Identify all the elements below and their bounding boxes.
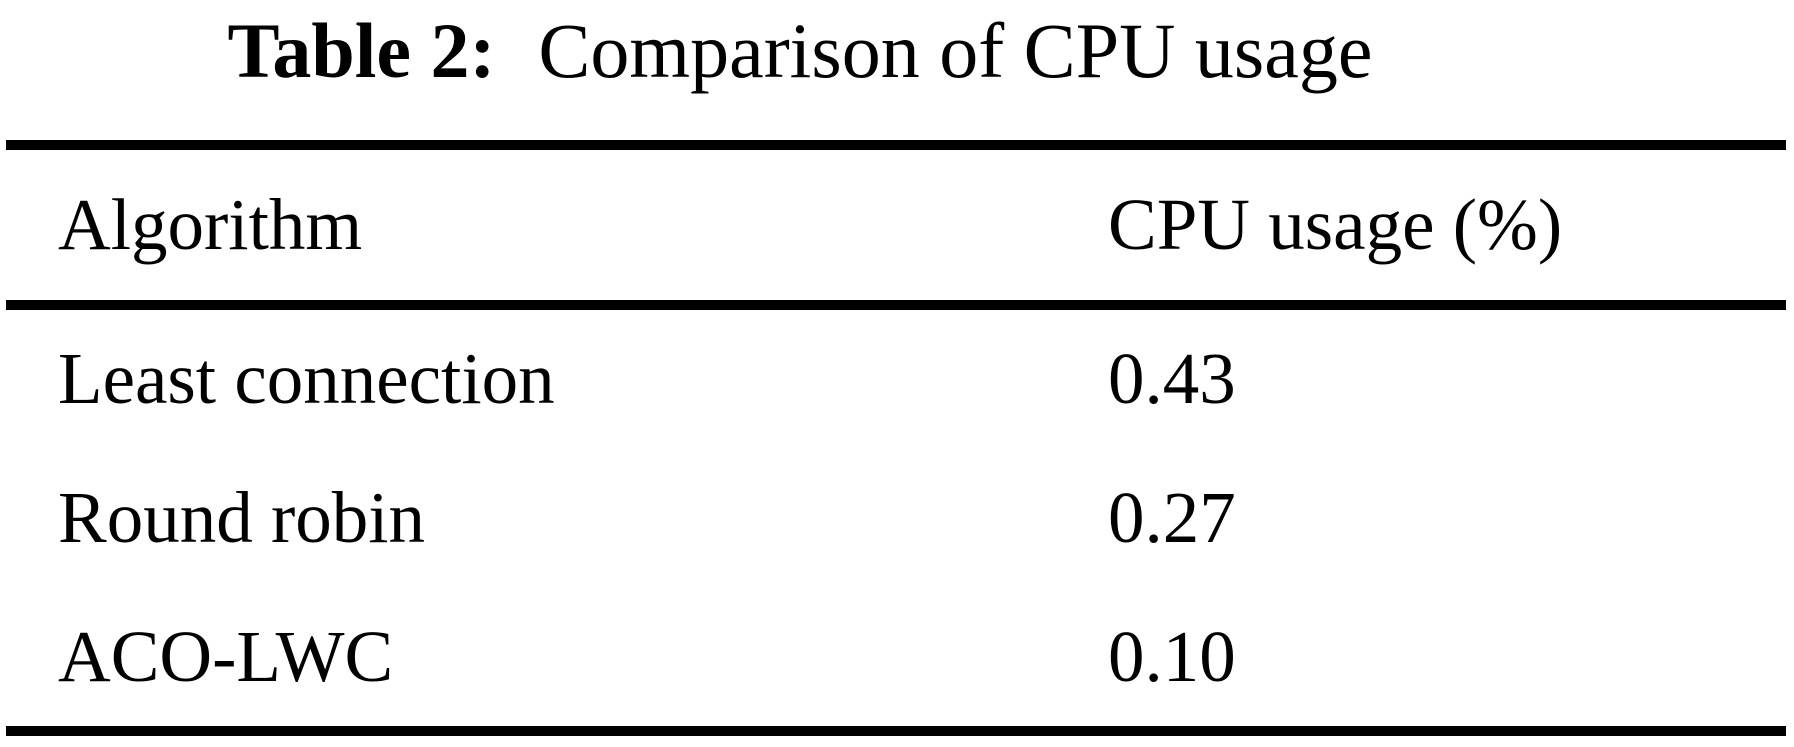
- cpu-usage-cell: 0.27: [1108, 477, 1236, 558]
- table-body: Least connection 0.43 Round robin 0.27 A…: [0, 310, 1794, 726]
- algorithm-cell: Round robin: [58, 477, 426, 558]
- caption-text: Comparison of CPU usage: [538, 7, 1373, 94]
- column-header-algorithm: Algorithm: [58, 184, 363, 265]
- bottom-rule: [6, 726, 1786, 736]
- cpu-usage-cell: 0.43: [1108, 338, 1236, 420]
- caption-label: Table 2:: [227, 7, 496, 94]
- top-rule: [6, 140, 1786, 150]
- algorithm-cell: Least connection: [58, 338, 555, 420]
- column-header-cpu-usage: CPU usage (%): [1108, 184, 1563, 265]
- table-header-row: Algorithm CPU usage (%): [0, 150, 1794, 300]
- table-row: Round robin 0.27: [0, 449, 1794, 588]
- table-row: Least connection 0.43: [0, 310, 1794, 449]
- table-row: ACO-LWC 0.10: [0, 587, 1794, 726]
- header-rule: [6, 300, 1786, 310]
- table-caption: Table 2: Comparison of CPU usage: [0, 0, 1600, 101]
- cpu-usage-cell: 0.10: [1108, 615, 1236, 697]
- algorithm-cell: ACO-LWC: [58, 615, 394, 697]
